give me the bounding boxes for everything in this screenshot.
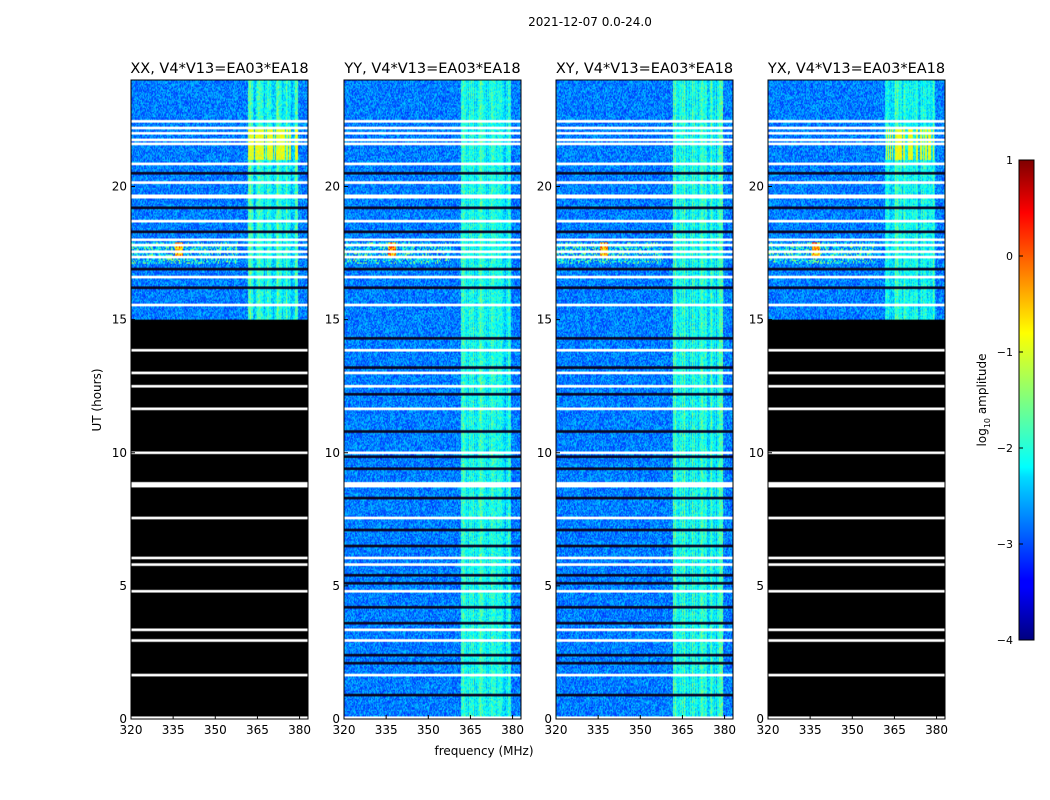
panel-yx-ytick-label: 5 bbox=[756, 579, 764, 593]
panel-xy-ytick-label: 15 bbox=[537, 313, 552, 327]
panel-xx-xtick-label: 335 bbox=[162, 723, 185, 737]
x-axis-label: frequency (MHz) bbox=[434, 744, 533, 758]
colorbar-ticks: −4 −3 −2 −1 0 1 bbox=[997, 154, 1023, 647]
panel-yx-ytick-label: 0 bbox=[756, 712, 764, 726]
panel-yy-xtick-label: 335 bbox=[375, 723, 398, 737]
panel-xx-ytick-label: 15 bbox=[112, 313, 127, 327]
panel-yx-frame bbox=[767, 79, 946, 720]
panel-yy-ytick-label: 5 bbox=[332, 579, 340, 593]
panel-yy-heatmap bbox=[344, 80, 521, 719]
panel-xx-heatmap bbox=[131, 80, 308, 719]
panel-xx-title: XX, V4*V13=EA03*EA18 bbox=[130, 61, 308, 77]
colorbar-tick-label: 1 bbox=[1006, 154, 1013, 167]
panel-yx-title: YX, V4*V13=EA03*EA18 bbox=[767, 61, 945, 77]
panel-xx-ytick-label: 20 bbox=[112, 180, 127, 194]
panel-xx-xtick-label: 365 bbox=[246, 723, 269, 737]
panel-yx-xticks: 320 335 350 365 380 bbox=[757, 715, 948, 737]
figure-title: 2021-12-07 0.0-24.0 bbox=[528, 15, 652, 29]
panel-xy-yticks: 0 5 10 15 20 bbox=[537, 180, 560, 726]
panel-yy-ytick-label: 0 bbox=[332, 712, 340, 726]
panel-yx-xtick-label: 335 bbox=[799, 723, 822, 737]
colorbar-label-rest: amplitude bbox=[975, 354, 989, 418]
panel-xx-xtick-label: 350 bbox=[204, 723, 227, 737]
panel-xy-ytick-label: 0 bbox=[544, 712, 552, 726]
panel-yy-xtick-label: 365 bbox=[459, 723, 482, 737]
panel-yx-ytick-label: 15 bbox=[749, 313, 764, 327]
panel-yy-xtick-label: 350 bbox=[417, 723, 440, 737]
panel-xy-frame bbox=[555, 79, 734, 720]
panel-yx-xtick-label: 380 bbox=[925, 723, 948, 737]
panel-xx-xtick-label: 320 bbox=[120, 723, 143, 737]
panel-xx-ytick-label: 0 bbox=[119, 712, 127, 726]
panel-xy-ytick-label: 20 bbox=[537, 180, 552, 194]
panel-yx-xtick-label: 365 bbox=[883, 723, 906, 737]
colorbar-tick-label: −4 bbox=[997, 634, 1013, 647]
panel-xy-xtick-label: 380 bbox=[713, 723, 736, 737]
panel-xx-yticks: 0 5 10 15 20 bbox=[112, 180, 135, 726]
panel-yy-xtick-label: 380 bbox=[501, 723, 524, 737]
panel-yy-yticks: 0 5 10 15 20 bbox=[325, 180, 348, 726]
colorbar-tick-label: −1 bbox=[997, 346, 1013, 359]
colorbar-label: log10 amplitude bbox=[975, 354, 992, 447]
panel-xx-xtick-label: 380 bbox=[288, 723, 311, 737]
panel-yy-title: YY, V4*V13=EA03*EA18 bbox=[343, 61, 520, 77]
panel-xx-frame bbox=[130, 79, 309, 720]
panel-yy-ytick-label: 15 bbox=[325, 313, 340, 327]
panel-yx-xtick-label: 350 bbox=[841, 723, 864, 737]
panel-xy-xtick-label: 335 bbox=[587, 723, 610, 737]
panel-yx: YX, V4*V13=EA03*EA18 320 335 350 365 380 0 5 1… bbox=[749, 61, 948, 737]
panel-yx-ytick-label: 10 bbox=[749, 446, 764, 460]
colorbar-label-log: log bbox=[975, 428, 989, 446]
colorbar-gradient bbox=[1018, 159, 1035, 641]
panel-xx-ytick-label: 10 bbox=[112, 446, 127, 460]
y-axis-label: UT (hours) bbox=[90, 368, 104, 431]
panel-yy-ytick-label: 10 bbox=[325, 446, 340, 460]
panel-xx-xticks: 320 335 350 365 380 bbox=[120, 715, 311, 737]
panel-xy-xtick-label: 350 bbox=[629, 723, 652, 737]
colorbar-tick-label: 0 bbox=[1006, 250, 1013, 263]
panel-xy-heatmap bbox=[556, 80, 733, 719]
panel-yy-xticks: 320 335 350 365 380 bbox=[333, 715, 524, 737]
panel-xx-ytick-label: 5 bbox=[119, 579, 127, 593]
panel-yy: YY, V4*V13=EA03*EA18 320 335 350 365 380 0 5 1… bbox=[325, 61, 524, 737]
panel-xy-xtick-label: 320 bbox=[545, 723, 568, 737]
panel-yx-yticks: 0 5 10 15 20 bbox=[749, 180, 772, 726]
colorbar: −4 −3 −2 −1 0 1 log10 amplitude bbox=[975, 154, 1035, 647]
panel-xx: XX, V4*V13=EA03*EA18 320 335 350 365 380 0 5 1… bbox=[112, 61, 311, 737]
colorbar-tick-label: −2 bbox=[997, 442, 1013, 455]
panel-xy: XY, V4*V13=EA03*EA18 320 335 350 365 380 0 5 1… bbox=[537, 61, 736, 737]
colorbar-tick-label: −3 bbox=[997, 538, 1013, 551]
panel-xy-xticks: 320 335 350 365 380 bbox=[545, 715, 736, 737]
panel-yx-heatmap bbox=[768, 80, 945, 719]
panel-yy-ytick-label: 20 bbox=[325, 180, 340, 194]
colorbar-label-sub: 10 bbox=[983, 418, 992, 428]
panel-yy-xtick-label: 320 bbox=[333, 723, 356, 737]
panel-xy-ytick-label: 10 bbox=[537, 446, 552, 460]
panel-yx-ytick-label: 20 bbox=[749, 180, 764, 194]
panel-xy-xtick-label: 365 bbox=[671, 723, 694, 737]
panel-xy-ytick-label: 5 bbox=[544, 579, 552, 593]
panel-yx-xtick-label: 320 bbox=[757, 723, 780, 737]
panel-xy-title: XY, V4*V13=EA03*EA18 bbox=[556, 61, 733, 77]
panel-yy-frame bbox=[343, 79, 522, 720]
